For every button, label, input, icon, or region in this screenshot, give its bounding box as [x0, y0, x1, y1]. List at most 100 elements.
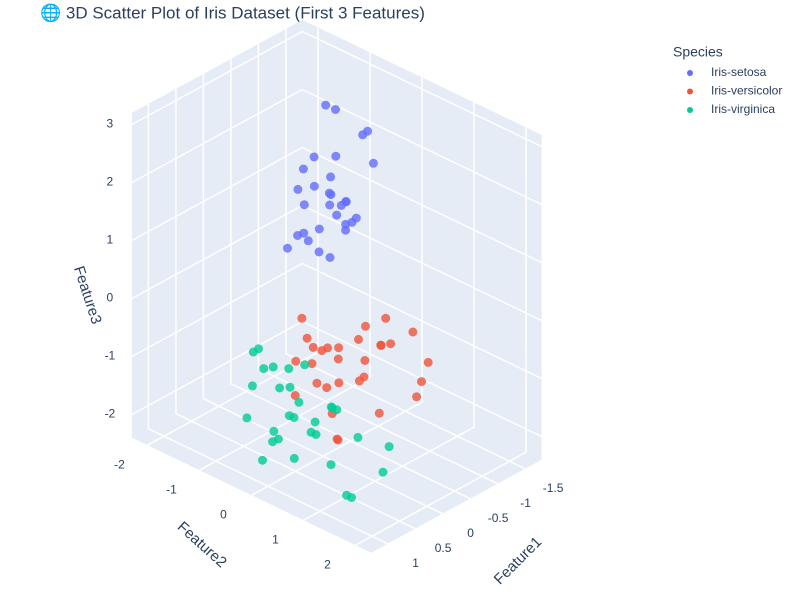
legend-label: Iris-setosa	[711, 65, 767, 79]
grid-line	[302, 146, 542, 264]
point	[360, 356, 370, 365]
point	[342, 490, 352, 500]
tick-label: 1	[272, 532, 279, 546]
point	[322, 383, 332, 393]
tick-label: -2	[114, 457, 125, 471]
tick-label: 0	[220, 507, 227, 521]
point	[310, 417, 320, 427]
point	[384, 442, 394, 452]
grid-line	[131, 30, 303, 126]
point	[297, 313, 307, 323]
grid-line	[302, 88, 542, 206]
point	[354, 334, 363, 344]
point	[258, 455, 267, 465]
tick-label: -1.5	[543, 481, 564, 495]
point	[341, 197, 351, 207]
point	[332, 210, 342, 220]
tick-label: 0.5	[435, 541, 452, 555]
point	[374, 408, 384, 418]
grid-line	[131, 320, 303, 416]
grid-line	[199, 376, 371, 471]
point	[381, 313, 391, 323]
point	[333, 354, 343, 364]
point	[363, 126, 373, 136]
point	[368, 158, 378, 168]
point	[314, 247, 324, 257]
point	[341, 219, 351, 229]
point	[283, 243, 292, 253]
tick-label: -1	[520, 496, 531, 510]
point	[321, 100, 331, 110]
point	[285, 382, 295, 392]
point	[376, 340, 386, 350]
tick-label: 2	[107, 175, 114, 189]
point	[353, 432, 363, 442]
grid-line	[251, 401, 423, 496]
point	[334, 343, 344, 353]
tick-label: 1	[107, 233, 114, 247]
chart-title: 🌐 3D Scatter Plot of Iris Dataset (First…	[40, 2, 425, 22]
point	[293, 231, 303, 240]
point	[312, 378, 322, 388]
tick-label: 1	[412, 556, 419, 570]
point	[298, 164, 308, 174]
legend-label: Iris-virginica	[711, 102, 775, 116]
point	[289, 413, 299, 422]
point	[293, 184, 303, 194]
legend-marker	[687, 70, 693, 76]
grid-line	[131, 88, 303, 184]
point	[275, 383, 285, 393]
point	[247, 381, 257, 391]
y-axis-title: Feature2	[174, 518, 230, 571]
point	[325, 253, 335, 262]
legend-title: Species	[673, 44, 723, 60]
grid-line	[355, 451, 527, 546]
point	[326, 460, 336, 470]
point	[326, 402, 336, 412]
point	[331, 151, 341, 161]
tick-label: -1	[105, 349, 116, 363]
point	[291, 356, 301, 366]
point	[325, 200, 335, 210]
tick-label: -1	[166, 482, 177, 496]
point	[273, 434, 283, 444]
tick-label: 2	[324, 557, 331, 571]
point	[299, 200, 309, 210]
point	[289, 453, 299, 463]
point	[361, 321, 370, 331]
point	[259, 364, 269, 374]
point	[423, 357, 433, 367]
tick-label: -0.5	[488, 511, 509, 525]
point	[333, 435, 343, 445]
legend-marker	[687, 107, 693, 113]
point	[351, 213, 361, 223]
point	[378, 467, 388, 477]
point	[303, 236, 313, 246]
point	[386, 339, 396, 349]
point	[334, 378, 344, 388]
tick-label: 0	[467, 526, 474, 540]
point	[326, 172, 336, 182]
legend-marker	[687, 88, 693, 95]
grid-line	[131, 146, 303, 242]
point	[242, 413, 252, 423]
point	[306, 427, 316, 437]
point	[254, 344, 263, 354]
point	[300, 360, 310, 370]
legend-label: Iris-versicolor	[711, 84, 782, 98]
point	[268, 362, 278, 372]
x-axis-title: Feature1	[491, 534, 545, 588]
grid-line	[131, 204, 303, 300]
z-axis-title: Feature3	[70, 264, 105, 326]
grid-line	[302, 262, 542, 380]
point	[412, 392, 422, 402]
point	[408, 327, 418, 337]
tick-label: 0	[107, 291, 114, 305]
point	[331, 105, 340, 114]
tick-label: -2	[105, 407, 116, 421]
point	[302, 333, 312, 343]
point	[269, 426, 279, 436]
point	[308, 342, 318, 352]
point	[354, 376, 364, 386]
